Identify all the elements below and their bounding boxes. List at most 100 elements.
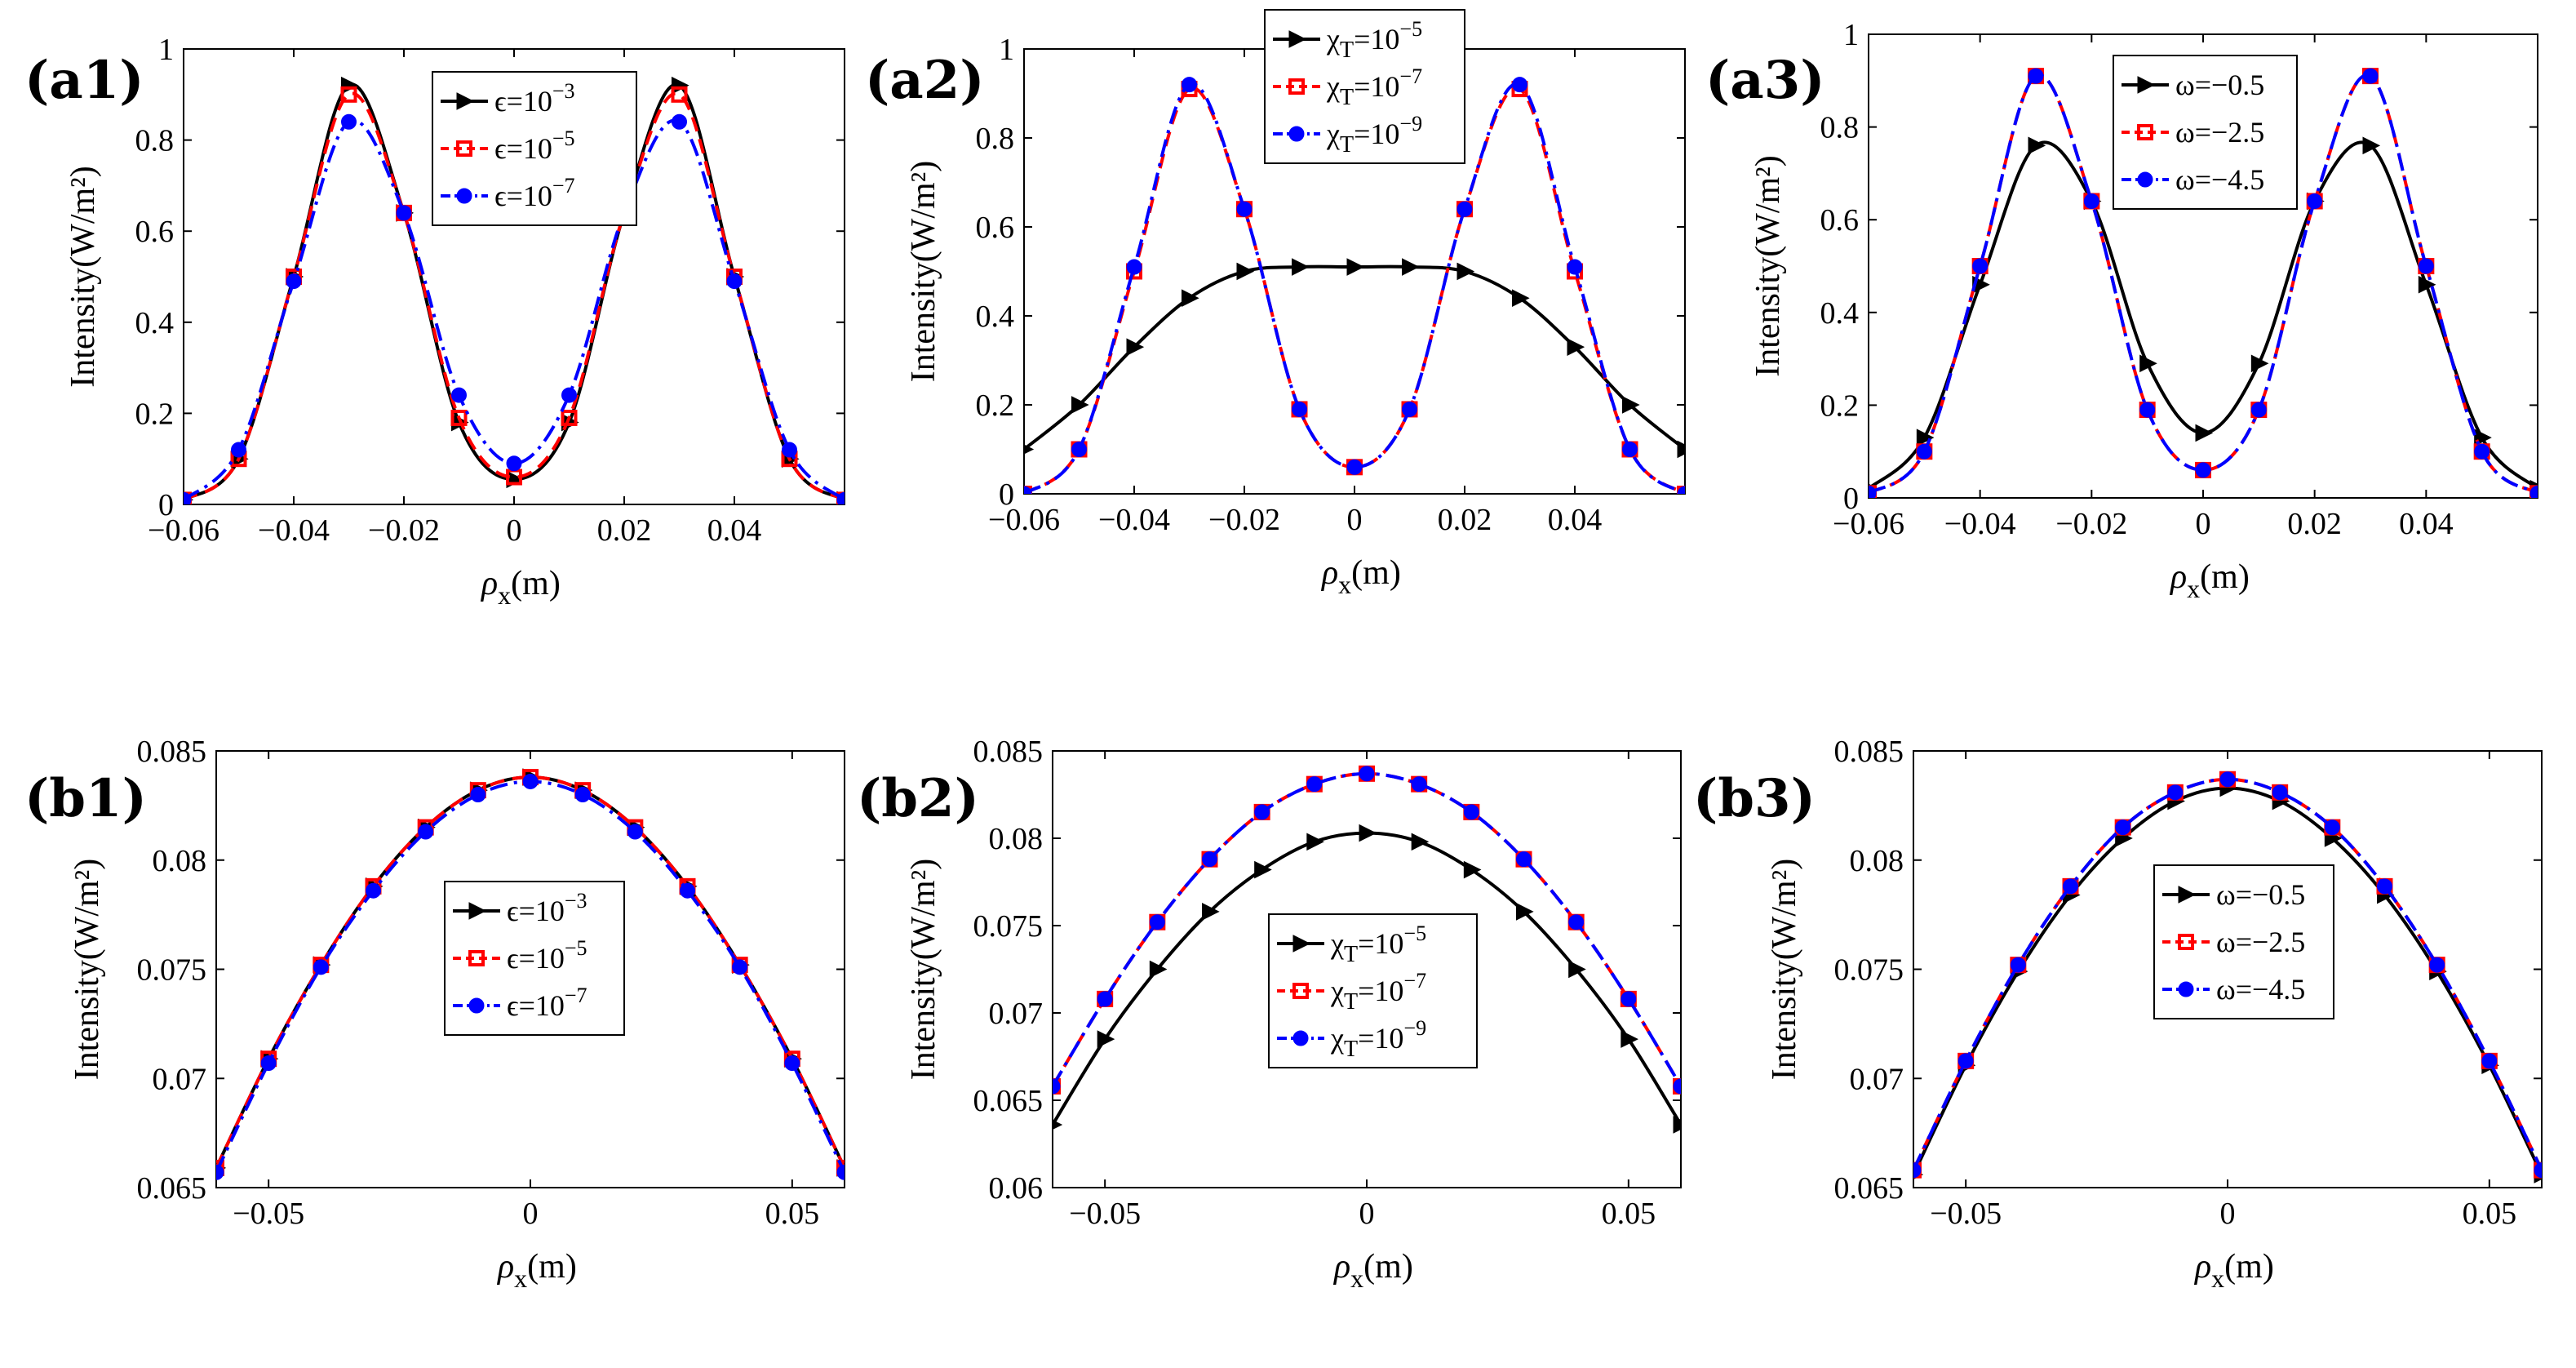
data-point-b2-0 xyxy=(1621,1030,1638,1048)
data-point-a3-2 xyxy=(2529,485,2538,498)
data-point-a1-1 xyxy=(340,86,357,103)
data-point-b3-2 xyxy=(2272,784,2288,801)
x-tick-label: −0.06 xyxy=(988,503,1060,537)
x-tick-label: −0.04 xyxy=(1098,503,1170,537)
y-tick-label: 0 xyxy=(999,477,1014,512)
y-tick-label: 1 xyxy=(1843,18,1859,52)
data-point-a3-0 xyxy=(2362,136,2381,155)
data-point-b2-2 xyxy=(1053,1078,1061,1095)
data-point-b2-0 xyxy=(1568,960,1586,979)
legend-marker xyxy=(456,140,472,157)
data-point-b2-2 xyxy=(1097,991,1113,1007)
data-point-a2-2 xyxy=(1402,401,1417,417)
data-point-a2-0 xyxy=(1346,258,1365,276)
x-tick-label: 0 xyxy=(1347,503,1363,537)
data-point-b2-2 xyxy=(1621,991,1637,1007)
data-point-a1-2 xyxy=(561,387,577,403)
data-point-a3-2 xyxy=(2195,462,2211,478)
data-point-b1-2 xyxy=(784,1055,800,1072)
x-tick-label: −0.04 xyxy=(1944,507,2016,541)
y-tick-label: 1 xyxy=(999,33,1014,67)
y-tick-label: 0 xyxy=(1843,482,1859,516)
legend-marker xyxy=(1292,1030,1309,1046)
data-point-b2-0 xyxy=(1097,1030,1115,1048)
data-point-a1-2 xyxy=(506,455,522,472)
x-tick-label: 0 xyxy=(2220,1197,2236,1231)
data-point-a3-2 xyxy=(2083,193,2099,209)
x-axis-label-b1: ρx(m) xyxy=(496,1248,577,1293)
y-axis-label-a2: Intensity(W/m²) xyxy=(905,161,942,383)
data-point-a1-2 xyxy=(231,442,246,458)
legend-marker xyxy=(2178,981,2194,997)
data-point-a1-2 xyxy=(451,387,467,403)
plot-area-a2 xyxy=(1024,77,1685,494)
data-point-a3-0 xyxy=(2195,424,2214,442)
y-tick-label: 0.065 xyxy=(1834,1171,1904,1206)
data-point-a2-2 xyxy=(1512,77,1527,93)
x-tick-label: −0.02 xyxy=(2055,507,2127,541)
data-point-a3-2 xyxy=(2474,443,2490,460)
y-tick-label: 0.8 xyxy=(976,122,1015,156)
data-point-a1-1 xyxy=(561,409,578,426)
legend-label: χT=10−5 xyxy=(1326,17,1422,63)
data-point-b2-0 xyxy=(1359,824,1377,842)
x-tick-label: −0.06 xyxy=(148,513,219,548)
data-point-a1-2 xyxy=(672,113,687,130)
data-point-b3-2 xyxy=(2219,771,2236,788)
y-axis-label-b2: Intensity(W/m²) xyxy=(905,859,942,1081)
chart-a1: (a1) −0.06 −0.04 −0.02 0 0.02 0.04 0 0.2 0.4 0.6 0.… xyxy=(24,33,845,610)
data-point-b2-0 xyxy=(1053,1119,1063,1130)
x-axis-label-a1: ρx(m) xyxy=(480,565,561,610)
data-point-a3-0 xyxy=(2028,136,2046,155)
data-point-b1-2 xyxy=(680,882,695,899)
legend-label: ϵ=10−7 xyxy=(494,174,575,212)
x-tick-label: 0.02 xyxy=(2287,507,2342,541)
legend-b2: χT=10−5χT=10−7χT=10−9 xyxy=(1268,913,1478,1068)
legend-marker xyxy=(1292,935,1311,953)
x-axis-label-b3: ρx(m) xyxy=(2193,1248,2274,1293)
data-point-b2-0 xyxy=(1254,860,1272,879)
x-tick-label: −0.05 xyxy=(233,1197,304,1231)
y-tick-label: 0.6 xyxy=(135,215,175,249)
y-tick-label: 0.07 xyxy=(1850,1062,1904,1096)
data-point-b2-0 xyxy=(1673,1116,1681,1134)
legend-label: χT=10−7 xyxy=(1330,969,1426,1015)
data-point-b2-2 xyxy=(1149,914,1165,931)
chart-a3: (a3) −0.06 −0.04 −0.02 0 0.02 0.04 0 0.2 0.4 0.6 0.… xyxy=(1705,18,2538,603)
data-point-a2-0 xyxy=(1024,444,1035,455)
data-point-a2-0 xyxy=(1292,258,1310,276)
data-point-a3-2 xyxy=(2028,68,2044,84)
data-point-a3-0 xyxy=(2139,354,2157,373)
data-point-a1-1 xyxy=(671,86,688,103)
data-point-b1-2 xyxy=(418,824,434,840)
legend-a3: ω=−0.5 ω=−2.5 ω=−4.5 xyxy=(2113,55,2298,210)
legend-label: χT=10−9 xyxy=(1326,112,1422,158)
data-point-a2-0 xyxy=(1182,289,1199,308)
data-point-a3-2 xyxy=(2307,193,2323,209)
y-tick-label: 0.075 xyxy=(973,909,1044,944)
y-tick-label: 0 xyxy=(158,488,174,522)
y-tick-label: 0.075 xyxy=(137,953,207,988)
y-tick-label: 0.085 xyxy=(1834,735,1904,769)
y-tick-label: 0.8 xyxy=(135,124,175,158)
x-tick-label: −0.05 xyxy=(1069,1197,1141,1231)
data-point-b3-2 xyxy=(2063,878,2078,895)
legend-marker xyxy=(1288,78,1305,95)
legend-label: ω=−4.5 xyxy=(2175,163,2264,196)
x-tick-label: −0.04 xyxy=(258,513,330,548)
data-point-b2-2 xyxy=(1254,804,1270,820)
y-tick-label: 0.6 xyxy=(976,211,1015,245)
data-point-a2-2 xyxy=(1182,77,1197,93)
x-tick-label: 0.02 xyxy=(597,513,652,548)
data-point-b2-0 xyxy=(1306,833,1324,851)
x-tick-label: 0 xyxy=(1359,1197,1375,1231)
data-point-a3-2 xyxy=(2250,402,2267,418)
chart-b3: (b3) −0.05 0 0.05 0.065 0.07 0.075 0.08 0.085 Int… xyxy=(1693,735,2543,1293)
y-axis-label-a1: Intensity(W/m²) xyxy=(64,166,102,388)
legend-label: ϵ=10−7 xyxy=(507,984,587,1022)
data-point-b2-2 xyxy=(1463,804,1479,820)
x-tick-label: 0 xyxy=(523,1197,539,1231)
data-point-a1-2 xyxy=(396,205,412,221)
legend-label: χT=10−7 xyxy=(1326,64,1422,110)
legend-label: χT=10−9 xyxy=(1330,1016,1426,1062)
